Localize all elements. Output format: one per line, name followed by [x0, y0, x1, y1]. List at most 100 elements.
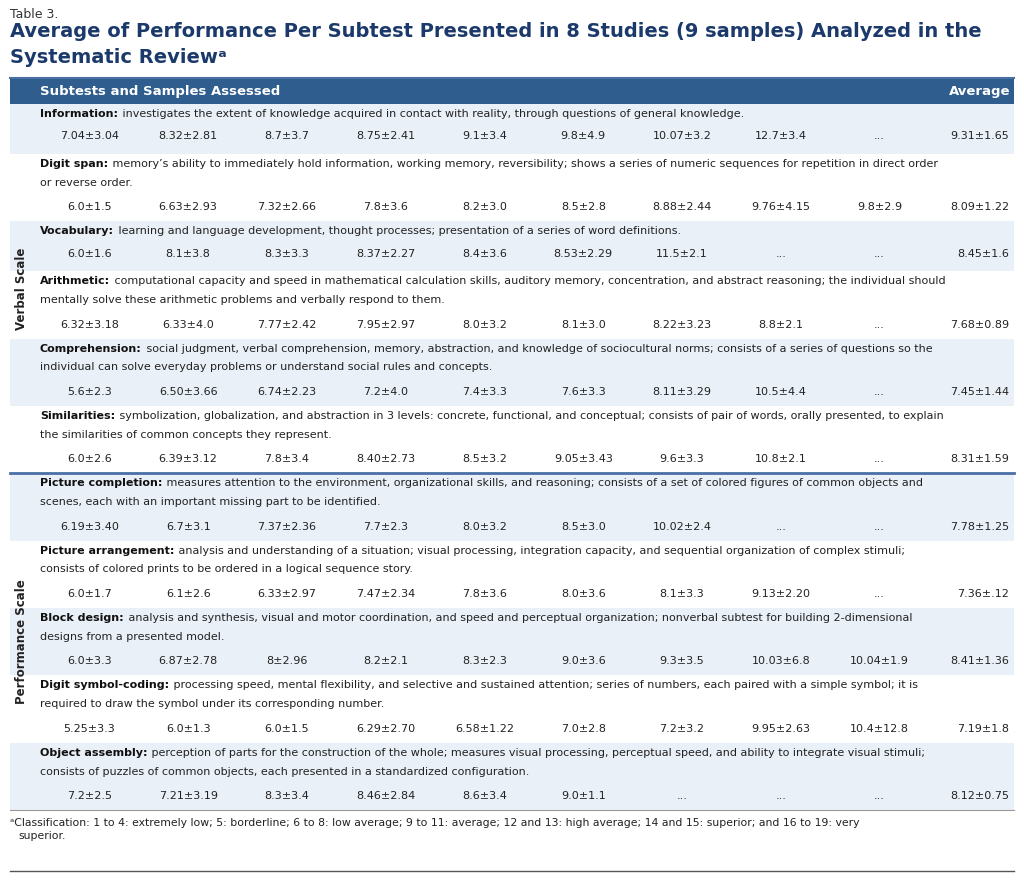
Text: consists of colored prints to be ordered in a logical sequence story.: consists of colored prints to be ordered…: [40, 565, 413, 574]
Text: 6.19±3.40: 6.19±3.40: [60, 522, 119, 532]
Text: ...: ...: [677, 791, 687, 801]
Text: 7.2±2.5: 7.2±2.5: [67, 791, 112, 801]
Text: Picture completion:: Picture completion:: [40, 478, 163, 488]
Text: 9.0±3.6: 9.0±3.6: [561, 656, 605, 666]
Text: 6.7±3.1: 6.7±3.1: [166, 522, 211, 532]
Text: 8.32±2.81: 8.32±2.81: [159, 131, 218, 142]
Bar: [10, 338, 1014, 406]
Text: 7.78±1.25: 7.78±1.25: [950, 522, 1009, 532]
Text: 6.50±3.66: 6.50±3.66: [159, 387, 217, 397]
Text: 7.36±.12: 7.36±.12: [957, 589, 1009, 599]
Bar: [10, 104, 1014, 154]
Bar: [10, 743, 1014, 810]
Text: 9.3±3.5: 9.3±3.5: [659, 656, 705, 666]
Text: superior.: superior.: [18, 831, 66, 841]
Text: 10.02±2.4: 10.02±2.4: [652, 522, 712, 532]
Text: perception of parts for the construction of the whole; measures visual processin: perception of parts for the construction…: [148, 748, 926, 758]
Text: 8±2.96: 8±2.96: [266, 656, 307, 666]
Text: 8.22±3.23: 8.22±3.23: [652, 320, 712, 329]
Text: Average: Average: [948, 85, 1010, 98]
Text: 7.2±4.0: 7.2±4.0: [364, 387, 409, 397]
Text: 8.1±3.0: 8.1±3.0: [561, 320, 605, 329]
Text: ...: ...: [874, 455, 885, 464]
Text: 8.31±1.59: 8.31±1.59: [950, 455, 1009, 464]
Text: computational capacity and speed in mathematical calculation skills, auditory me: computational capacity and speed in math…: [112, 276, 946, 286]
Text: 8.3±3.4: 8.3±3.4: [264, 791, 309, 801]
Text: 8.37±2.27: 8.37±2.27: [356, 248, 416, 259]
Text: 9.8±2.9: 9.8±2.9: [857, 203, 902, 212]
Text: 7.4±3.3: 7.4±3.3: [462, 387, 507, 397]
Text: 8.0±3.2: 8.0±3.2: [462, 320, 507, 329]
Text: 12.7±3.4: 12.7±3.4: [755, 131, 807, 142]
Text: 7.47±2.34: 7.47±2.34: [356, 589, 416, 599]
Text: 6.58±1.22: 6.58±1.22: [455, 724, 514, 734]
Text: ...: ...: [874, 589, 885, 599]
Text: 7.68±0.89: 7.68±0.89: [950, 320, 1009, 329]
Text: Subtests and Samples Assessed: Subtests and Samples Assessed: [40, 85, 281, 98]
Text: 10.03±6.8: 10.03±6.8: [752, 656, 810, 666]
Bar: [10, 406, 1014, 473]
Text: 9.31±1.65: 9.31±1.65: [950, 131, 1009, 142]
Text: 9.6±3.3: 9.6±3.3: [659, 455, 705, 464]
Text: investigates the extent of knowledge acquired in contact with reality, through q: investigates the extent of knowledge acq…: [119, 109, 744, 119]
Text: 7.32±2.66: 7.32±2.66: [257, 203, 316, 212]
Text: required to draw the symbol under its corresponding number.: required to draw the symbol under its co…: [40, 700, 384, 709]
Text: analysis and understanding of a situation; visual processing, integration capaci: analysis and understanding of a situatio…: [175, 545, 905, 556]
Text: 7.8±3.6: 7.8±3.6: [462, 589, 507, 599]
Text: 7.7±2.3: 7.7±2.3: [364, 522, 409, 532]
Text: ...: ...: [874, 320, 885, 329]
Text: 9.13±2.20: 9.13±2.20: [752, 589, 810, 599]
Text: 6.63±2.93: 6.63±2.93: [159, 203, 218, 212]
Text: 8.11±3.29: 8.11±3.29: [652, 387, 712, 397]
Text: 8.6±3.4: 8.6±3.4: [462, 791, 507, 801]
Text: learning and language development, thought processes; presentation of a series o: learning and language development, thoug…: [115, 226, 681, 236]
Text: ...: ...: [874, 131, 885, 142]
Text: 8.2±2.1: 8.2±2.1: [364, 656, 409, 666]
Text: 10.8±2.1: 10.8±2.1: [755, 455, 807, 464]
Text: Arithmetic:: Arithmetic:: [40, 276, 111, 286]
Text: 6.0±3.3: 6.0±3.3: [68, 656, 112, 666]
Text: 7.6±3.3: 7.6±3.3: [561, 387, 605, 397]
Text: Systematic Reviewᵃ: Systematic Reviewᵃ: [10, 48, 226, 67]
Text: 9.8±4.9: 9.8±4.9: [561, 131, 606, 142]
Text: 10.5±4.4: 10.5±4.4: [755, 387, 807, 397]
Text: individual can solve everyday problems or understand social rules and concepts.: individual can solve everyday problems o…: [40, 362, 493, 373]
Text: 7.04±3.04: 7.04±3.04: [59, 131, 119, 142]
Text: measures attention to the environment, organizational skills, and reasoning; con: measures attention to the environment, o…: [164, 478, 924, 488]
Text: 7.21±3.19: 7.21±3.19: [159, 791, 218, 801]
Text: 5.6±2.3: 5.6±2.3: [67, 387, 112, 397]
Text: 8.88±2.44: 8.88±2.44: [652, 203, 712, 212]
Text: 11.5±2.1: 11.5±2.1: [656, 248, 708, 259]
Text: 7.37±2.36: 7.37±2.36: [257, 522, 316, 532]
Text: 6.32±3.18: 6.32±3.18: [60, 320, 119, 329]
Text: 8.4±3.6: 8.4±3.6: [462, 248, 507, 259]
Text: 6.29±2.70: 6.29±2.70: [356, 724, 416, 734]
Text: 9.05±3.43: 9.05±3.43: [554, 455, 612, 464]
Text: 10.07±3.2: 10.07±3.2: [652, 131, 712, 142]
Text: ...: ...: [874, 791, 885, 801]
Bar: [10, 221, 1014, 271]
Text: 6.33±4.0: 6.33±4.0: [162, 320, 214, 329]
Text: Information:: Information:: [40, 109, 118, 119]
Text: 6.0±1.6: 6.0±1.6: [68, 248, 112, 259]
Text: Verbal Scale: Verbal Scale: [15, 248, 29, 329]
Text: Block design:: Block design:: [40, 613, 124, 623]
Text: symbolization, globalization, and abstraction in 3 levels: concrete, functional,: symbolization, globalization, and abstra…: [116, 411, 944, 421]
Text: Object assembly:: Object assembly:: [40, 748, 147, 758]
Text: 9.95±2.63: 9.95±2.63: [752, 724, 810, 734]
Text: consists of puzzles of common objects, each presented in a standardized configur: consists of puzzles of common objects, e…: [40, 766, 529, 776]
Text: 8.0±3.2: 8.0±3.2: [462, 522, 507, 532]
Text: analysis and synthesis, visual and motor coordination, and speed and perceptual : analysis and synthesis, visual and motor…: [125, 613, 912, 623]
Text: 8.1±3.3: 8.1±3.3: [659, 589, 705, 599]
Bar: [10, 675, 1014, 743]
Text: 6.0±1.5: 6.0±1.5: [68, 203, 112, 212]
Text: 10.4±12.8: 10.4±12.8: [850, 724, 909, 734]
Text: 6.0±1.7: 6.0±1.7: [67, 589, 112, 599]
Text: 8.5±2.8: 8.5±2.8: [561, 203, 606, 212]
Text: scenes, each with an important missing part to be identified.: scenes, each with an important missing p…: [40, 497, 381, 507]
Text: 8.2±3.0: 8.2±3.0: [462, 203, 507, 212]
Text: Table 3.: Table 3.: [10, 8, 58, 21]
Text: 8.75±2.41: 8.75±2.41: [356, 131, 416, 142]
Text: ᵃClassification: 1 to 4: extremely low; 5: borderline; 6 to 8: low average; 9 to: ᵃClassification: 1 to 4: extremely low; …: [10, 818, 859, 828]
Text: Comprehension:: Comprehension:: [40, 344, 141, 353]
